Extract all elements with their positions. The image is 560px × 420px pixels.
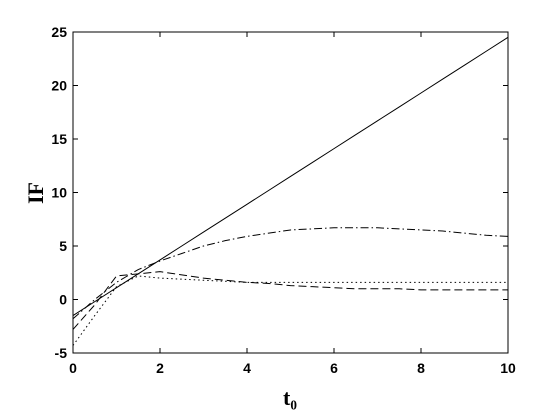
series-line bbox=[72, 271, 508, 330]
y-tick-label: 10 bbox=[51, 185, 67, 201]
y-tick-label: 20 bbox=[51, 78, 67, 94]
y-tick-label: -5 bbox=[55, 345, 68, 361]
x-tick-label: 0 bbox=[69, 360, 77, 376]
y-tick-label: 5 bbox=[59, 238, 67, 254]
x-tick-label: 2 bbox=[156, 360, 164, 376]
y-tick-label: 25 bbox=[51, 24, 67, 40]
series-line bbox=[72, 227, 509, 320]
series-line bbox=[72, 275, 508, 346]
series-line bbox=[72, 36, 509, 316]
x-axis-label: t₀ bbox=[283, 385, 297, 410]
x-tick-label: 8 bbox=[417, 360, 425, 376]
y-tick-label: 0 bbox=[59, 292, 67, 308]
y-axis-label: IF bbox=[23, 182, 48, 204]
plot-frame bbox=[72, 31, 509, 354]
y-tick-label: 15 bbox=[51, 131, 67, 147]
x-tick-label: 6 bbox=[330, 360, 338, 376]
x-tick-label: 4 bbox=[243, 360, 251, 376]
x-tick-label: 10 bbox=[500, 360, 516, 376]
